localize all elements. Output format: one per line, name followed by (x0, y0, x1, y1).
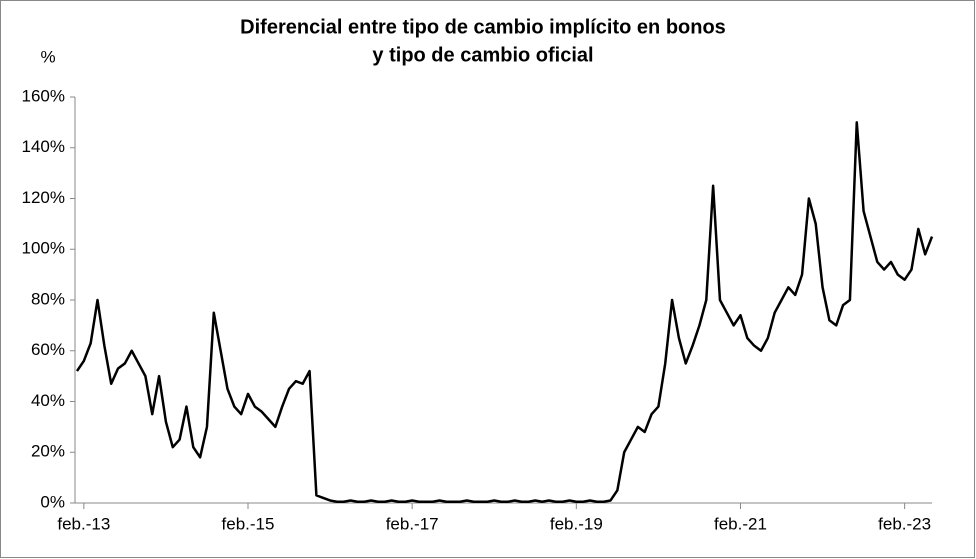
x-tick-label: feb.-13 (57, 514, 110, 533)
x-tick-label: feb.-23 (878, 514, 931, 533)
y-tick-label: 100% (22, 239, 65, 258)
y-tick-label: 60% (31, 340, 65, 359)
chart-title: Diferencial entre tipo de cambio implíci… (240, 16, 726, 38)
x-tick-label: feb.-15 (222, 514, 275, 533)
y-tick-label: 40% (31, 391, 65, 410)
y-tick-label: 140% (22, 137, 65, 156)
data-line (75, 121, 934, 503)
x-tick-label: feb.-21 (714, 514, 767, 533)
y-tick-label: 160% (22, 86, 65, 105)
x-tick-label: feb.-17 (386, 514, 439, 533)
y-unit-label: % (40, 47, 55, 66)
chart-subtitle: y tipo de cambio oficial (372, 44, 593, 66)
y-tick-label: 80% (31, 289, 65, 308)
y-tick-label: 0% (40, 492, 65, 511)
y-tick-label: 120% (22, 188, 65, 207)
x-tick-label: feb.-19 (550, 514, 603, 533)
y-tick-label: 20% (31, 442, 65, 461)
